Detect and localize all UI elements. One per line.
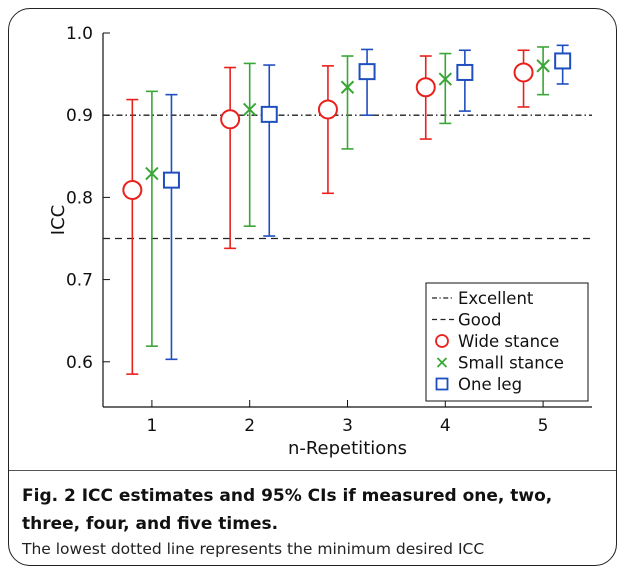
data-point-one-leg [260,105,278,123]
legend-label: Wide stance [458,332,559,351]
y-axis-label: ICC [48,205,69,235]
legend-label: Excellent [458,289,534,308]
y-tick-label: 0.9 [66,106,93,126]
data-point-small-stance [242,102,257,117]
legend-box [425,282,589,402]
data-point-small-stance [536,59,550,73]
data-point-small-stance-stroke [242,102,257,117]
x-tick-label: 2 [244,416,255,436]
legend-label: Small stance [458,354,564,373]
data-point-one-leg [456,63,474,81]
x-tick-label: 4 [440,416,451,436]
chart-marks [122,44,572,375]
y-tick-label: 1.0 [66,24,93,44]
data-point-small-stance-stroke [145,166,159,181]
legend-label: Good [458,311,501,330]
data-point-wide-stance [415,77,436,98]
legend-symbol [436,357,448,368]
x-tick-label: 1 [146,416,157,436]
y-tick-label: 0.8 [66,188,93,208]
data-point-small-stance [340,80,355,94]
figure-caption-note: The lowest dotted line represents the mi… [22,540,485,558]
chart-legend: Excellent Good Wide stance Small stance One … [425,282,589,402]
y-tick-label: 0.6 [66,353,93,373]
data-point-one-leg [554,52,572,70]
figure-caption-title: Fig. 2 ICC estimates and 95% CIs if meas… [22,486,553,534]
data-point-small-stance-stroke [438,72,453,86]
icc-chart: 0.6 0.7 0.8 0.9 1.0 1 2 3 4 5 n-Repetitions ICC Exc… [48,24,592,459]
x-axis-label: n-Repetitions [288,438,407,459]
legend-marker-small-stance [436,357,448,368]
data-point-small-stance [438,72,453,86]
y-tick-label: 0.7 [66,271,93,291]
legend-symbol [435,334,449,348]
data-point-wide-stance [122,179,143,200]
series-small-stance [145,46,550,347]
legend-symbol [435,377,449,391]
caption-divider [9,470,616,471]
data-point-small-stance [145,166,159,181]
x-tick-label: 3 [342,416,353,436]
data-point-one-leg [162,171,180,189]
series-wide-stance [122,49,534,375]
series-one-leg [162,44,572,361]
data-point-one-leg [358,63,376,81]
x-tick-label: 5 [538,416,549,436]
legend-marker-wide-stance [435,334,449,348]
chart-axes: 0.6 0.7 0.8 0.9 1.0 1 2 3 4 5 n-Repetitions ICC [48,24,592,459]
data-point-wide-stance [317,99,338,120]
legend-label: One leg [458,375,522,394]
data-point-small-stance-stroke [340,80,355,94]
legend-marker-one-leg [435,377,449,391]
data-point-small-stance-stroke [536,59,550,73]
data-point-wide-stance [513,62,534,83]
data-point-wide-stance [220,109,241,130]
